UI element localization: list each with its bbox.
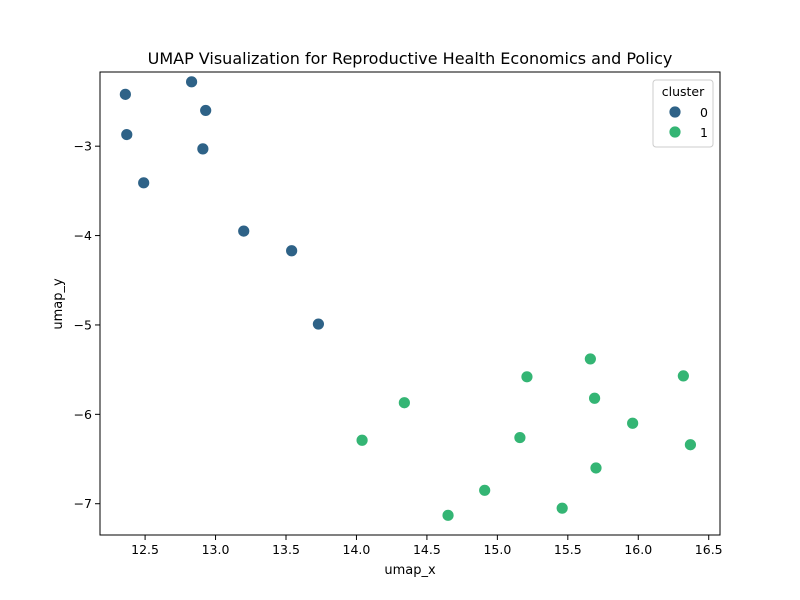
point-cluster-1 (589, 461, 603, 475)
point-cluster-0 (185, 75, 198, 89)
point-cluster-1 (513, 431, 527, 444)
legend-label-0: 0 (700, 105, 708, 120)
point-cluster-0 (196, 142, 210, 156)
point-cluster-1 (676, 369, 690, 383)
x-tick-label: 14.5 (413, 542, 441, 557)
point-cluster-1 (355, 433, 369, 447)
point-cluster-0 (312, 317, 325, 331)
legend-marker-1 (668, 125, 682, 139)
y-tick-label: −3 (74, 139, 92, 154)
point-cluster-0 (120, 128, 134, 141)
x-tick-label: 14.0 (343, 542, 371, 557)
point-cluster-0 (237, 224, 251, 238)
chart-title: UMAP Visualization for Reproductive Heal… (148, 49, 673, 68)
x-tick-label: 15.5 (554, 542, 582, 557)
point-cluster-1 (520, 370, 534, 384)
legend-label-1: 1 (700, 125, 708, 140)
y-axis-ticks: −3 −4 −5 −6 −7 (74, 139, 100, 511)
point-cluster-1 (478, 483, 492, 497)
legend-marker-0 (668, 105, 682, 119)
point-cluster-1 (583, 352, 597, 366)
legend-box (652, 79, 714, 148)
point-cluster-1 (397, 396, 411, 410)
plot-frame (99, 71, 721, 536)
point-cluster-1 (684, 438, 697, 452)
x-tick-label: 16.0 (624, 542, 652, 557)
data-points (118, 75, 697, 522)
point-cluster-0 (285, 244, 299, 258)
legend: cluster 0 1 (652, 79, 714, 148)
y-tick-label: −5 (74, 317, 92, 332)
y-axis-label: umap_y (51, 278, 66, 330)
x-tick-label: 12.5 (131, 542, 159, 557)
x-tick-label: 13.0 (202, 542, 230, 557)
point-cluster-0 (118, 87, 132, 101)
point-cluster-0 (137, 176, 151, 190)
x-tick-label: 13.5 (272, 542, 300, 557)
x-tick-label: 16.5 (695, 542, 723, 557)
point-cluster-1 (588, 391, 601, 405)
legend-title: cluster (662, 84, 705, 99)
y-tick-label: −7 (74, 496, 92, 511)
plot-area (99, 71, 721, 536)
y-tick-label: −4 (74, 228, 92, 243)
x-axis-ticks: 12.5 13.0 13.5 14.0 14.5 15.0 15.5 16.0 16.5 (131, 535, 723, 557)
point-cluster-0 (199, 104, 213, 117)
y-tick-label: −6 (74, 407, 92, 422)
x-axis-label: umap_x (384, 563, 436, 578)
x-tick-label: 15.0 (483, 542, 511, 557)
point-cluster-1 (555, 501, 569, 515)
point-cluster-1 (626, 416, 640, 430)
point-cluster-1 (441, 508, 455, 522)
